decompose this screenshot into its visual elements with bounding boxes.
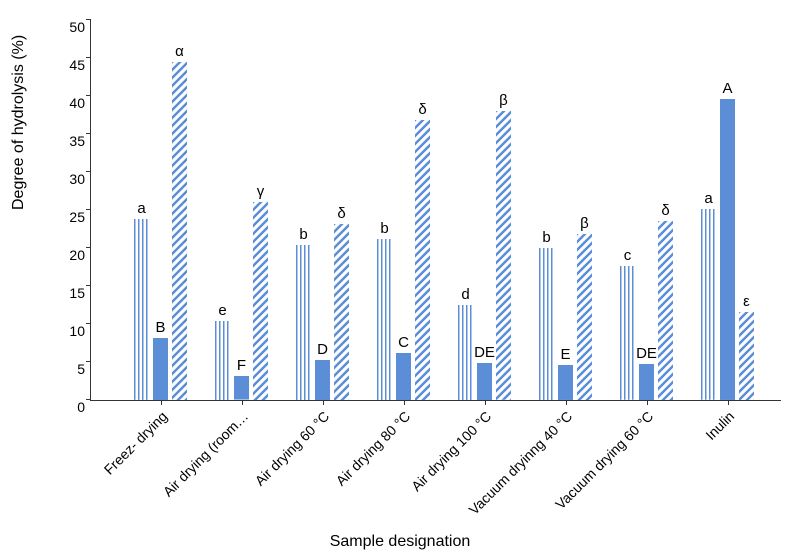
bar: e	[215, 321, 230, 400]
y-tick-label: 40	[69, 95, 91, 111]
bar: B	[153, 338, 168, 400]
bar-data-label: b	[380, 220, 388, 237]
x-tick-label: Air drying 60 °C	[251, 408, 332, 489]
bar-group: bCδ	[377, 20, 430, 400]
bar: b	[377, 239, 392, 400]
y-tick-mark	[86, 171, 91, 172]
bar-group: eFγ	[215, 20, 268, 400]
bar: D	[315, 360, 330, 400]
bar-group: dDEβ	[458, 20, 511, 400]
y-tick-mark	[86, 133, 91, 134]
bar-data-label: d	[461, 286, 469, 303]
bar: DE	[477, 363, 492, 400]
bar: δ	[415, 120, 430, 400]
bar: a	[134, 219, 149, 400]
x-tick-mark	[728, 400, 729, 405]
x-tick-label: Inulin	[702, 408, 737, 443]
bar-data-label: ε	[743, 293, 750, 310]
bar-data-label: F	[237, 357, 246, 374]
y-tick-mark	[86, 57, 91, 58]
bar-data-label: A	[722, 80, 732, 97]
x-tick-mark	[485, 400, 486, 405]
bar-group: bEβ	[539, 20, 592, 400]
bar-group: aBα	[134, 20, 187, 400]
bar: β	[496, 111, 511, 400]
x-tick-mark	[242, 400, 243, 405]
y-tick-mark	[86, 209, 91, 210]
bar-data-label: DE	[474, 344, 495, 361]
bar-data-label: b	[299, 226, 307, 243]
x-tick-mark	[647, 400, 648, 405]
bar: F	[234, 376, 249, 400]
y-tick-mark	[86, 323, 91, 324]
bar-data-label: e	[218, 302, 226, 319]
x-tick-mark	[404, 400, 405, 405]
y-tick-mark	[86, 399, 91, 400]
bar-data-label: b	[542, 229, 550, 246]
bar-data-label: α	[175, 43, 184, 60]
bar: ε	[739, 312, 754, 400]
bar-data-label: B	[155, 319, 165, 336]
x-tick-label: Air drying 80 °C	[332, 408, 413, 489]
bar-data-label: γ	[257, 183, 265, 200]
bar-data-label: δ	[337, 205, 345, 222]
bar: DE	[639, 364, 654, 400]
bar-data-label: β	[580, 215, 589, 232]
x-tick-label: Air drying (room…	[159, 408, 251, 500]
y-tick-label: 15	[69, 285, 91, 301]
y-tick-label: 0	[77, 399, 91, 415]
bar-group: bDδ	[296, 20, 349, 400]
bar: C	[396, 353, 411, 400]
chart-container: Degree of hydrolysis (%) Sample designat…	[0, 0, 800, 556]
bar-group: cDEδ	[620, 20, 673, 400]
y-tick-label: 50	[69, 19, 91, 35]
bar: E	[558, 365, 573, 400]
bar-data-label: C	[398, 334, 409, 351]
x-tick-mark	[323, 400, 324, 405]
bar-data-label: a	[704, 190, 712, 207]
y-tick-label: 45	[69, 57, 91, 73]
bar-data-label: β	[499, 92, 508, 109]
y-tick-label: 25	[69, 209, 91, 225]
x-tick-mark	[161, 400, 162, 405]
bar: d	[458, 305, 473, 400]
bar: β	[577, 234, 592, 400]
y-tick-label: 10	[69, 323, 91, 339]
bar-data-label: E	[560, 346, 570, 363]
y-axis-label: Degree of hydrolysis (%)	[10, 35, 28, 210]
bar-data-label: c	[624, 247, 632, 264]
bar: δ	[658, 221, 673, 400]
x-tick-label: Air drying 100 °C	[408, 408, 494, 494]
bar-data-label: D	[317, 341, 328, 358]
x-tick-mark	[566, 400, 567, 405]
x-axis-label: Sample designation	[330, 533, 471, 551]
bar: A	[720, 99, 735, 400]
bar: α	[172, 62, 187, 400]
y-tick-mark	[86, 247, 91, 248]
y-tick-label: 35	[69, 133, 91, 149]
bar-data-label: δ	[661, 202, 669, 219]
x-tick-label: Freez- drying	[100, 408, 170, 478]
bar: b	[296, 245, 311, 400]
bar: γ	[253, 202, 268, 400]
bar: a	[701, 209, 716, 400]
bar-group: aAε	[701, 20, 754, 400]
y-tick-mark	[86, 361, 91, 362]
bar: δ	[334, 224, 349, 400]
bar: c	[620, 266, 635, 400]
y-tick-mark	[86, 285, 91, 286]
plot-area: 05101520253035404550aBαFreez- dryingeFγA…	[90, 20, 781, 401]
bar: b	[539, 248, 554, 400]
y-tick-label: 30	[69, 171, 91, 187]
y-tick-label: 20	[69, 247, 91, 263]
y-tick-mark	[86, 95, 91, 96]
bar-data-label: a	[137, 200, 145, 217]
bar-data-label: DE	[636, 345, 657, 362]
y-tick-mark	[86, 19, 91, 20]
y-tick-label: 5	[77, 361, 91, 377]
bar-data-label: δ	[418, 101, 426, 118]
